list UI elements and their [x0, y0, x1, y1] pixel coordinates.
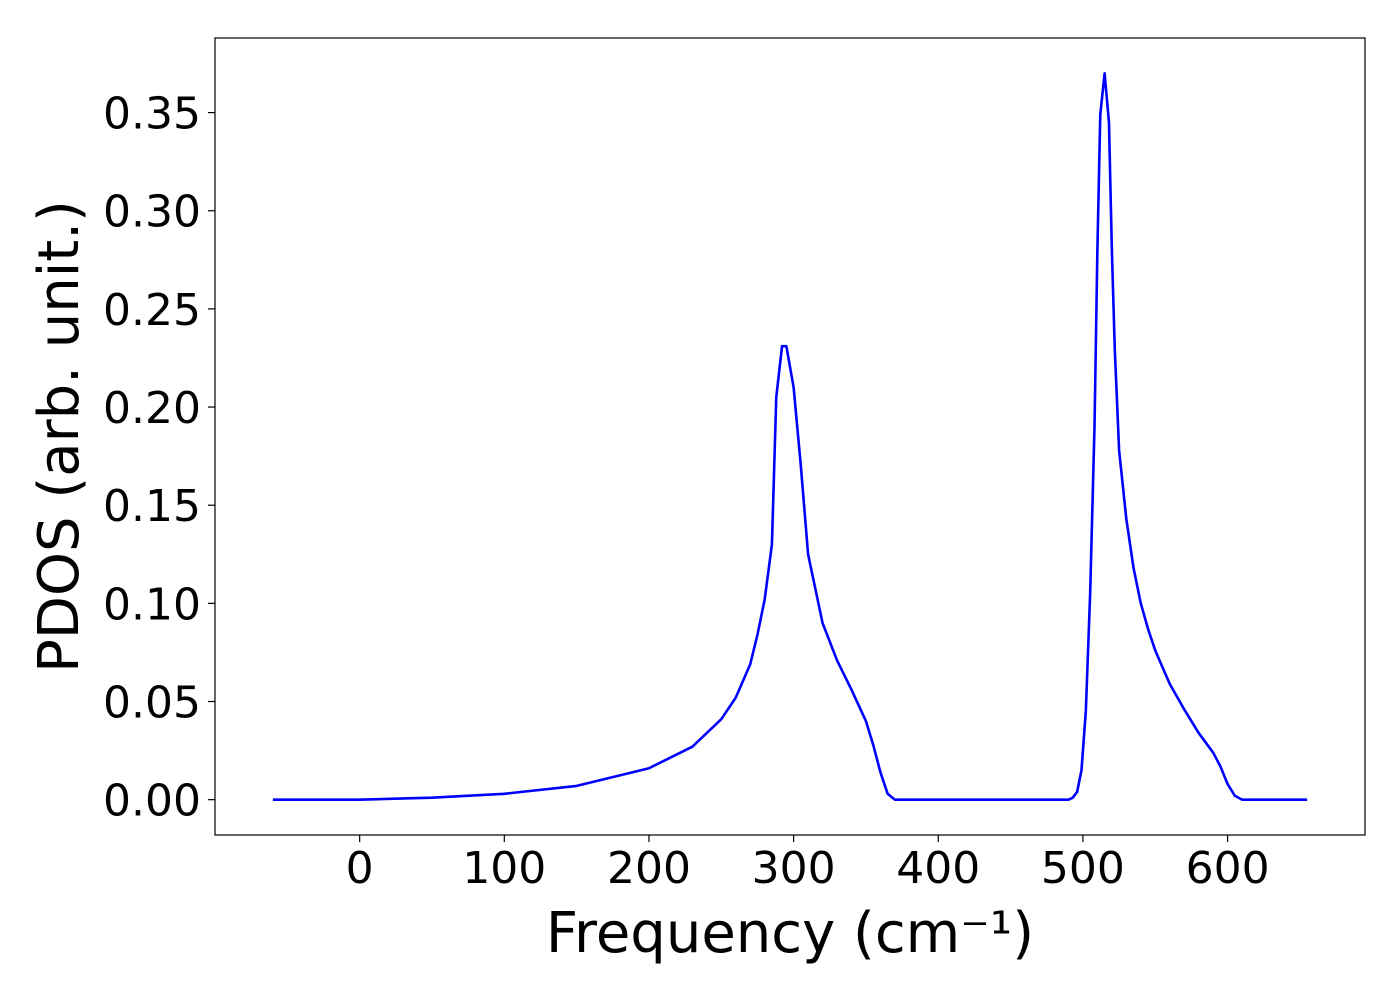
y-tick-label: 0.05	[103, 678, 201, 729]
x-tick-label: 200	[607, 843, 691, 894]
y-tick-label: 0.20	[103, 383, 201, 434]
y-tick-label: 0.15	[103, 481, 201, 532]
y-tick-label: 0.35	[103, 89, 201, 140]
x-tick-label: 500	[1041, 843, 1125, 894]
pdos-series-line	[272, 72, 1308, 801]
plot-frame	[214, 37, 1366, 836]
x-tick-label: 400	[896, 843, 980, 894]
x-tick-label: 600	[1186, 843, 1270, 894]
labels-layer: Frequency (cm⁻¹) PDOS (arb. unit.)	[27, 200, 1034, 966]
y-tick-label: 0.25	[103, 285, 201, 336]
y-axis-label: PDOS (arb. unit.)	[27, 200, 92, 673]
x-tick-label: 300	[752, 843, 836, 894]
x-axis-label: Frequency (cm⁻¹)	[546, 901, 1034, 966]
series-layer	[272, 72, 1308, 801]
y-tick-label: 0.30	[103, 187, 201, 238]
ticks-layer: 0 100 200 300 400 500 600 0.00 0.05 0.10 0.15 0.20 0…	[103, 89, 1270, 894]
y-tick-label: 0.10	[103, 579, 201, 630]
y-tick-label: 0.00	[103, 776, 201, 827]
x-tick-label: 100	[462, 843, 546, 894]
x-tick-label: 0	[346, 843, 374, 894]
